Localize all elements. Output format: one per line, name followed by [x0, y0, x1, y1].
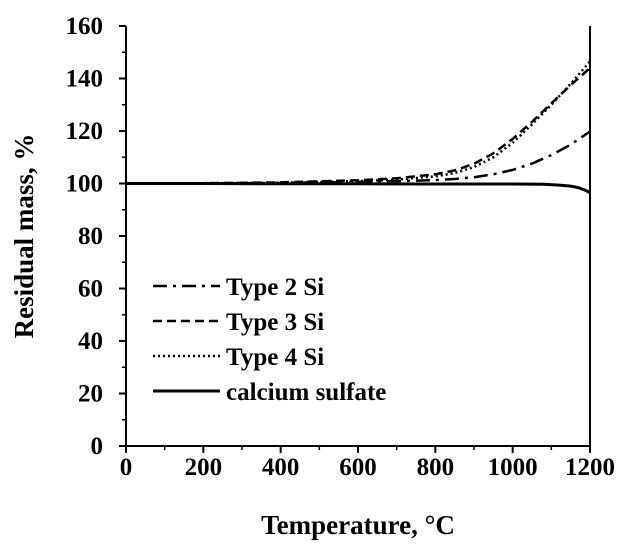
series-layer: [125, 60, 591, 195]
x-tick-label: 600: [339, 454, 377, 481]
y-ticks: 0 20 40 60 80 100 120 140 160: [66, 13, 126, 460]
series-line-type-2-si: [126, 130, 591, 185]
series-line-type-4-si: [125, 60, 591, 185]
y-axis-title: Residual mass, %: [9, 134, 39, 339]
y-tick-label: 120: [66, 118, 104, 145]
legend: Type 2 Si Type 3 Si Type 4 Si calcium sulfa…: [153, 274, 386, 406]
x-ticks: 0 200 400 600 800 1000 1200: [120, 446, 615, 481]
y-tick-label: 60: [78, 276, 103, 303]
series-line-type-3-si: [125, 67, 591, 185]
x-tick-label: 0: [120, 454, 133, 481]
x-tick-label: 400: [262, 454, 300, 481]
series-line-calcium-sulfate: [126, 182, 591, 195]
x-tick-label: 800: [417, 454, 455, 481]
y-tick-label: 80: [78, 223, 103, 250]
legend-label: calcium sulfate: [226, 379, 386, 406]
y-tick-label: 100: [66, 171, 104, 198]
y-tick-label: 160: [66, 13, 104, 40]
legend-label: Type 4 Si: [226, 344, 324, 371]
legend-label: Type 2 Si: [226, 274, 324, 301]
x-axis-title: Temperature, °C: [261, 510, 455, 540]
y-tick-label: 140: [66, 66, 104, 93]
x-tick-label: 200: [185, 454, 223, 481]
y-tick-label: 20: [78, 381, 103, 408]
legend-label: Type 3 Si: [226, 309, 324, 336]
y-tick-label: 40: [78, 328, 103, 355]
x-tick-label: 1200: [565, 454, 615, 481]
plot-area: 0 200 400 600 800 1000 1200 0 20 40 60 80 100 120 140…: [66, 13, 616, 481]
y-tick-label: 0: [91, 433, 104, 460]
x-tick-label: 1000: [488, 454, 538, 481]
